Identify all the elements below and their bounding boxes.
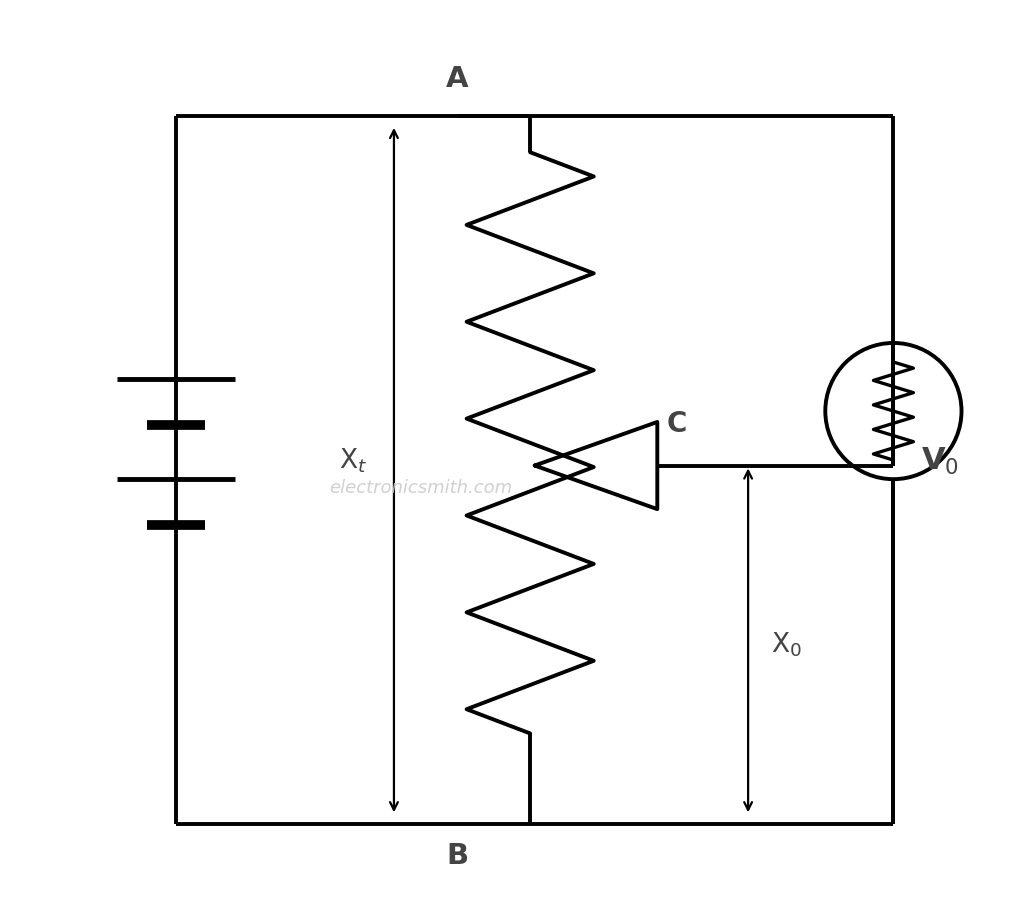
Text: X$_0$: X$_0$ (771, 631, 802, 659)
Text: A: A (446, 65, 469, 93)
Text: V$_0$: V$_0$ (921, 445, 958, 477)
Text: X$_t$: X$_t$ (339, 447, 367, 475)
Text: B: B (446, 843, 469, 870)
Text: electronicsmith.com: electronicsmith.com (330, 479, 513, 497)
Text: C: C (667, 410, 687, 438)
